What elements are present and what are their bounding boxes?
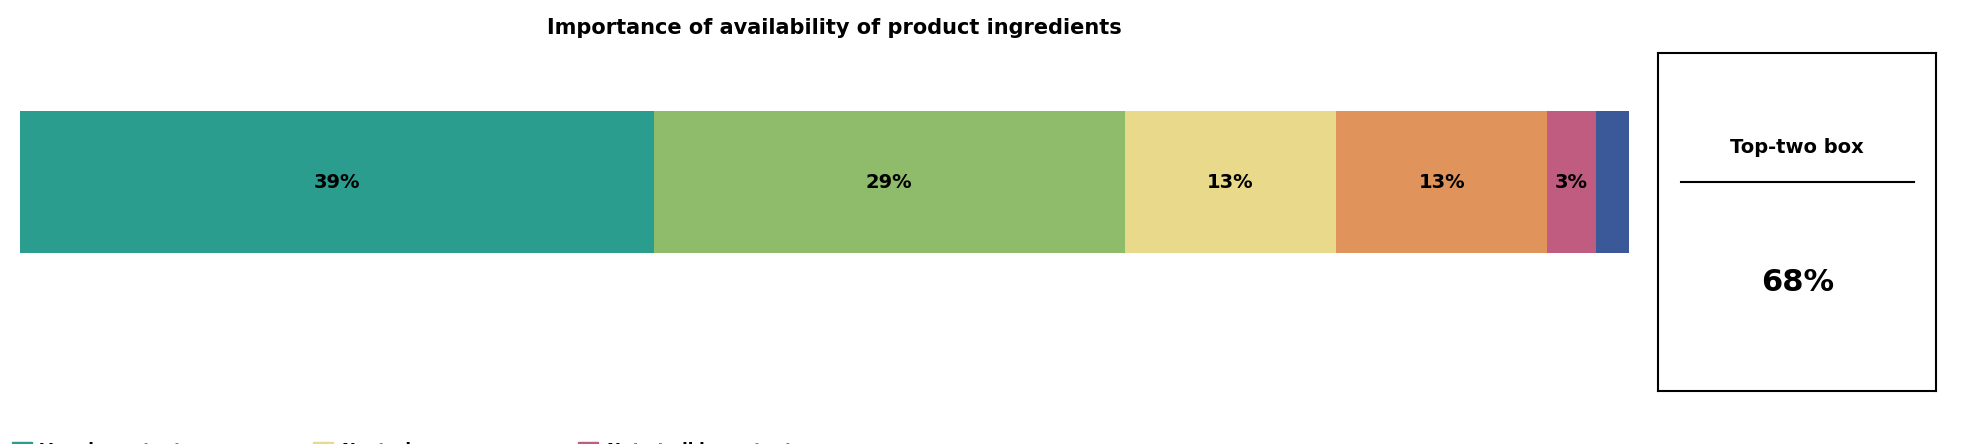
Text: 39%: 39% bbox=[314, 173, 359, 191]
Text: 68%: 68% bbox=[1762, 268, 1833, 297]
Legend: Very important, Moderately important, Neutral, Slightly important, Not at all im: Very important, Moderately important, Ne… bbox=[12, 441, 890, 444]
Bar bbox=[20, 111, 653, 253]
Bar bbox=[1337, 111, 1547, 253]
Text: Top-two box: Top-two box bbox=[1730, 138, 1865, 157]
Text: 13%: 13% bbox=[1418, 173, 1466, 191]
Bar bbox=[1597, 111, 1629, 253]
Bar bbox=[653, 111, 1124, 253]
Bar bbox=[1124, 111, 1337, 253]
Text: 3%: 3% bbox=[1555, 173, 1589, 191]
Text: 29%: 29% bbox=[866, 173, 912, 191]
Bar bbox=[1547, 111, 1597, 253]
Text: 13%: 13% bbox=[1207, 173, 1253, 191]
Text: Importance of availability of product ingredients: Importance of availability of product in… bbox=[546, 18, 1122, 38]
